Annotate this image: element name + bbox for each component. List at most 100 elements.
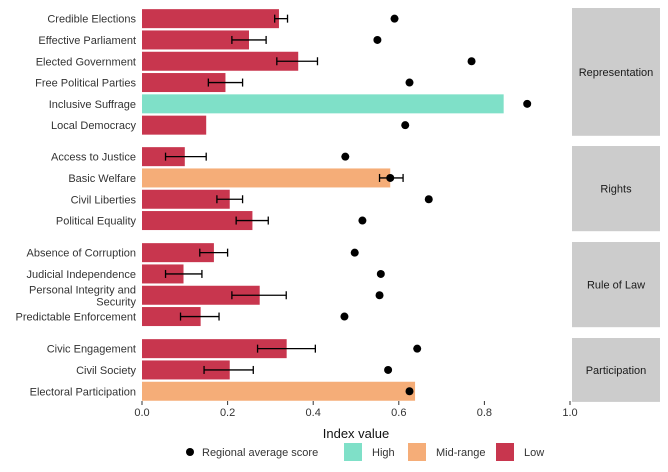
regional-average-point	[375, 291, 384, 300]
chart-legend: Regional average score High Mid-range Low	[186, 443, 544, 461]
bar	[142, 211, 253, 231]
y-tick-label: Electoral Participation	[30, 386, 136, 398]
legend-item-mid-range: Mid-range	[408, 443, 486, 461]
y-tick-label: Civil Liberties	[71, 194, 137, 206]
regional-average-point	[350, 248, 359, 257]
regional-average-point	[384, 365, 393, 374]
bar-row: Civil Society	[76, 360, 393, 380]
y-tick-label: Personal Integrity and Security	[29, 284, 137, 308]
error-bar	[274, 14, 289, 23]
regional-average-point	[405, 78, 414, 87]
y-tick-label: Access to Justice	[51, 152, 136, 164]
bar	[142, 147, 185, 167]
bar-row: Personal Integrity and Security	[29, 284, 384, 308]
bar-row: Judicial Independence	[27, 264, 385, 284]
bar	[142, 307, 201, 327]
bar-row: Electoral Participation	[30, 381, 416, 401]
x-tick-label: 0.0	[134, 407, 149, 419]
bar	[142, 30, 249, 50]
bar	[142, 73, 226, 93]
error-bar	[231, 35, 267, 44]
regional-average-point	[376, 269, 385, 278]
regional-average-point	[523, 99, 532, 108]
error-bar	[216, 195, 244, 204]
bar-row: Civic Engagement	[47, 339, 422, 359]
x-tick-label: 0.4	[306, 407, 321, 419]
chart-panels: Representation Credible Elections Effectiv…	[16, 8, 660, 402]
bar-row: Political Equality	[56, 211, 367, 231]
regional-average-point	[340, 312, 349, 321]
panel-strip	[572, 338, 660, 402]
y-tick-label: Credible Elections	[47, 14, 136, 26]
y-tick-label: Elected Government	[36, 56, 136, 68]
bar	[142, 360, 230, 380]
regional-average-point	[390, 14, 399, 23]
x-tick-label: 0.2	[220, 407, 235, 419]
legend-label: Regional average score	[202, 447, 318, 459]
y-tick-label: Predictable Enforcement	[16, 312, 136, 324]
bar-row: Predictable Enforcement	[16, 307, 349, 327]
x-tick-label: 0.6	[391, 407, 406, 419]
bar-row: Local Democracy	[51, 115, 410, 135]
x-tick-label: 1.0	[562, 407, 577, 419]
panel-strip-label: Representation	[579, 67, 654, 79]
bar	[142, 189, 230, 209]
bar	[142, 51, 299, 71]
y-tick-label: Basic Welfare	[68, 173, 136, 185]
bar	[142, 94, 504, 114]
bar-row: Effective Parliament	[38, 30, 382, 50]
legend-key-box	[496, 443, 514, 461]
y-tick-label: Local Democracy	[51, 120, 136, 132]
y-tick-label: Free Political Parties	[35, 78, 136, 90]
bar	[142, 264, 184, 284]
x-axis-title: Index value	[323, 426, 390, 441]
error-bar	[164, 152, 207, 161]
y-tick-label: Inclusive Suffrage	[49, 99, 136, 111]
bar	[142, 9, 279, 29]
legend-label: Low	[524, 447, 544, 459]
panel-strip-label: Rule of Law	[587, 280, 645, 292]
bar-row: Inclusive Suffrage	[49, 94, 532, 114]
legend-key-box	[408, 443, 426, 461]
y-tick-label: Civic Engagement	[47, 344, 136, 356]
regional-average-point	[373, 35, 382, 44]
legend-item-high: High	[344, 443, 395, 461]
panel-participation: Participation Civic Engagement Civil Socie…	[30, 338, 660, 402]
legend-item-low: Low	[496, 443, 544, 461]
x-tick-label: 0.8	[477, 407, 492, 419]
bar	[142, 381, 416, 401]
bar-row: Civil Liberties	[71, 189, 433, 209]
y-tick-label: Effective Parliament	[38, 35, 136, 47]
panel-background	[142, 8, 570, 136]
regional-average-point	[405, 387, 414, 396]
regional-average-point	[341, 152, 350, 161]
regional-average-point	[467, 57, 476, 66]
bar	[142, 243, 214, 263]
bar-row: Basic Welfare	[68, 168, 404, 188]
regional-average-point	[401, 121, 410, 130]
bar-row: Free Political Parties	[35, 73, 414, 93]
regional-average-point	[424, 195, 433, 204]
panel-strip	[572, 8, 660, 136]
error-bar	[179, 312, 220, 321]
y-tick-label: Political Equality	[56, 216, 137, 228]
legend-label: Mid-range	[436, 447, 486, 459]
panel-strip	[572, 242, 660, 328]
bar-row: Absence of Corruption	[27, 243, 359, 263]
panel-rights: Rights Access to Justice Basic Welfare Civi…	[51, 146, 660, 232]
regional-average-point	[386, 173, 395, 182]
error-bar	[203, 365, 254, 374]
bar-row: Credible Elections	[47, 9, 399, 29]
error-bar	[231, 291, 287, 300]
legend-item-regional-average-score: Regional average score	[186, 447, 318, 459]
bar	[142, 285, 260, 305]
x-axis: 0.0 0.2 0.4 0.6 0.8 1.0	[134, 401, 578, 419]
panel-strip-label: Rights	[600, 184, 632, 196]
error-bar	[256, 344, 316, 353]
regional-average-point	[413, 344, 422, 353]
bar-row: Access to Justice	[51, 147, 350, 167]
bar	[142, 168, 391, 188]
y-tick-label: Civil Society	[76, 365, 136, 377]
bar	[142, 115, 207, 135]
bar-row: Elected Government	[36, 51, 476, 71]
